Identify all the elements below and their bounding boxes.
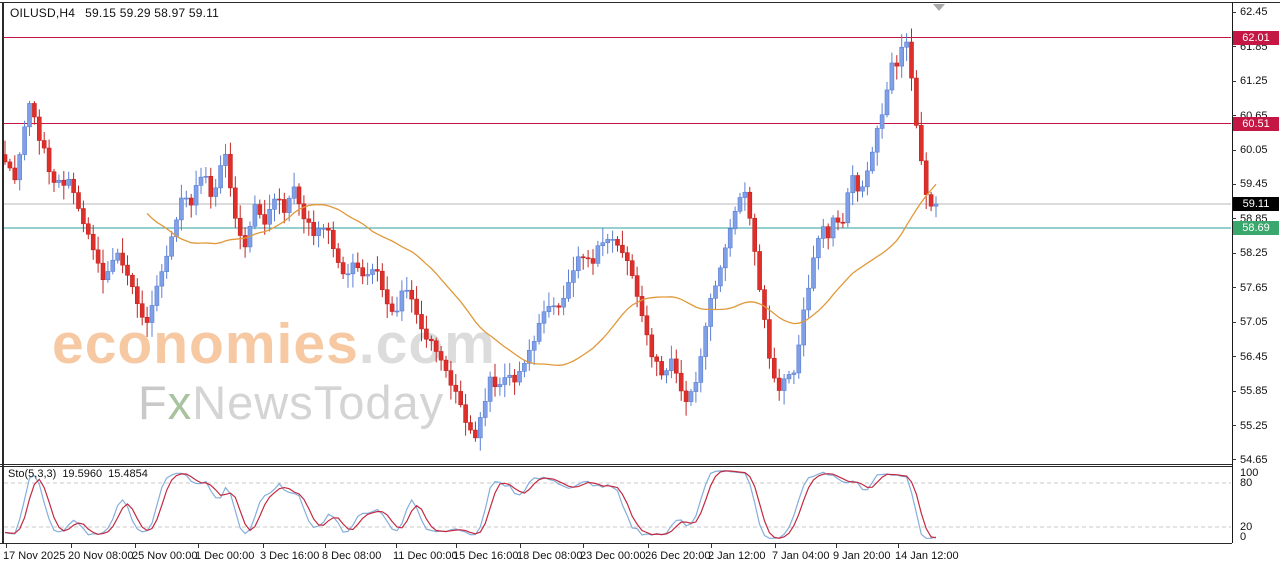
time-tick-label: 14 Jan 12:00	[895, 550, 959, 562]
ohlc-quote-values: 59.15 59.29 58.97 59.11	[85, 6, 219, 20]
time-tick-label: 9 Jan 20:00	[833, 550, 891, 562]
price-tick	[1232, 11, 1236, 13]
time-tick-label: 7 Jan 04:00	[772, 550, 830, 562]
price-tick	[1232, 459, 1236, 461]
chart-title: OILUSD,H4 59.15 59.29 58.97 59.11	[10, 6, 219, 20]
sto-axis-label: 100	[1240, 467, 1259, 479]
time-tick-label: 20 Nov 08:00	[68, 550, 134, 562]
price-tick	[1232, 252, 1236, 254]
time-tick	[583, 544, 584, 548]
time-tick-label: 23 Dec 00:00	[580, 550, 646, 562]
scroll-to-end-marker-icon	[933, 4, 945, 11]
pane-separator-top[interactable]	[0, 464, 1232, 465]
watermark: economies.com FxNewsToday	[52, 316, 496, 429]
price-axis-line	[1232, 2, 1233, 543]
chart-bottom-border	[0, 543, 1232, 544]
time-tick	[135, 544, 136, 548]
time-tick-label: 17 Nov 2025	[3, 550, 66, 562]
time-tick-label: 25 Nov 00:00	[132, 550, 198, 562]
time-tick-label: 2 Jan 12:00	[708, 550, 766, 562]
price-tick	[1232, 321, 1236, 323]
price-tick-label: 55.85	[1240, 385, 1268, 398]
time-axis[interactable]: 17 Nov 2025 20 Nov 08:00 25 Nov 00:00 1 Dec…	[0, 544, 1280, 567]
price-tick-label: 60.05	[1240, 144, 1268, 156]
pane-separator-bottom[interactable]	[0, 466, 1232, 467]
time-tick	[71, 544, 72, 548]
time-tick	[775, 544, 776, 548]
price-tick-label: 59.45	[1240, 178, 1268, 191]
sto-axis-label: 80	[1240, 477, 1253, 489]
chart-top-border	[0, 2, 1280, 3]
time-tick	[648, 544, 649, 548]
price-chart-canvas[interactable]	[0, 0, 1232, 543]
time-tick-label: 3 Dec 16:00	[260, 550, 320, 562]
price-tick-label: 58.25	[1240, 247, 1268, 260]
stochastic-k-value: 19.5960	[62, 468, 103, 480]
price-tick-label: 57.65	[1240, 281, 1268, 294]
price-tick	[1232, 80, 1236, 82]
price-tick	[1232, 149, 1236, 151]
time-tick-label: 11 Dec 00:00	[393, 550, 458, 562]
time-tick-label: 8 Dec 08:00	[322, 550, 382, 562]
price-tick	[1232, 46, 1236, 48]
price-tick-label: 56.45	[1240, 350, 1268, 363]
price-tick	[1232, 115, 1236, 117]
price-tick-label: 57.05	[1240, 316, 1268, 329]
price-tick-label: 54.65	[1240, 453, 1268, 466]
price-tick-label: 61.25	[1240, 75, 1268, 88]
price-tick-label: 55.25	[1240, 419, 1268, 432]
time-tick	[396, 544, 397, 548]
watermark-subbrand: FxNewsToday	[138, 376, 445, 429]
sto-axis-label: 0	[1240, 531, 1247, 543]
time-tick	[198, 544, 199, 548]
sto-axis-label: 20	[1240, 521, 1253, 533]
price-axis[interactable]: 62.45 61.85 61.25 60.65 60.05 59.45 58.85 58.25…	[1232, 0, 1280, 543]
time-tick	[520, 544, 521, 548]
price-tick	[1232, 390, 1236, 392]
time-tick	[898, 544, 899, 548]
price-level-badge: 60.51	[1233, 116, 1279, 131]
price-tick	[1232, 425, 1236, 427]
stochastic-name: Sto(5,3,3)	[8, 468, 57, 480]
price-tick	[1232, 218, 1236, 220]
time-tick	[6, 544, 7, 548]
time-tick-label: 15 Dec 16:00	[453, 550, 519, 562]
time-tick	[263, 544, 264, 548]
chart-left-border	[2, 2, 4, 543]
price-tick	[1232, 287, 1236, 289]
price-tick	[1232, 356, 1236, 358]
time-tick	[836, 544, 837, 548]
price-tick	[1232, 183, 1236, 185]
time-tick	[711, 544, 712, 548]
stochastic-label: Sto(5,3,3) 19.5960 15.4854	[8, 468, 154, 480]
time-tick-label: 1 Dec 00:00	[195, 550, 255, 562]
time-tick	[325, 544, 326, 548]
price-level-badge: 59.11	[1233, 196, 1279, 211]
watermark-brand-name: economies	[52, 312, 359, 376]
time-tick	[456, 544, 457, 548]
price-tick-label: 62.45	[1240, 6, 1268, 19]
price-level-badge: 58.69	[1233, 221, 1279, 236]
time-tick-label: 26 Dec 20:00	[645, 550, 711, 562]
price-level-badge: 62.01	[1233, 30, 1279, 45]
symbol-timeframe-label: OILUSD,H4	[10, 6, 76, 20]
time-tick-label: 18 Dec 08:00	[517, 550, 583, 562]
stochastic-d-value: 15.4854	[108, 468, 148, 480]
